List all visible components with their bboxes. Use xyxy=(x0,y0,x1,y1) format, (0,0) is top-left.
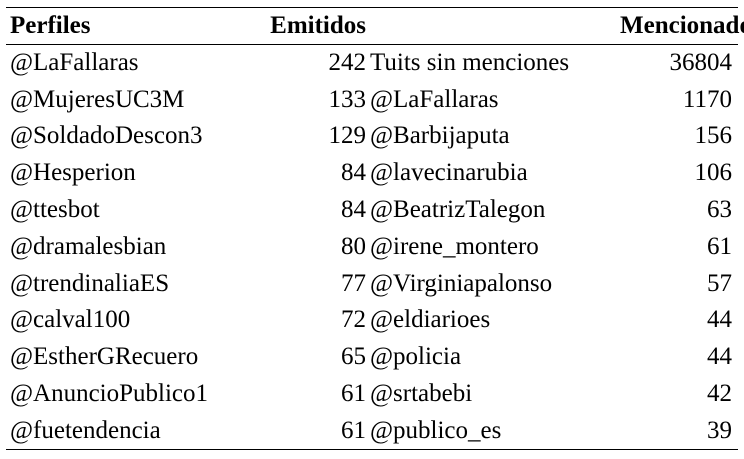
mencionado-cell: @Virginiapalonso xyxy=(370,269,553,297)
mencionado-cell: Tuits sin menciones xyxy=(370,49,570,77)
mencionado-cell: @srtabebi xyxy=(370,380,473,408)
header-mencionados: Mencionados xyxy=(618,8,744,45)
mencionado-count-cell: 57 xyxy=(707,269,732,297)
mencionado-count-cell: 156 xyxy=(694,122,733,150)
perfil-cell: @LaFallaras xyxy=(10,49,139,77)
mencionado-count-cell: 106 xyxy=(694,159,733,187)
emitidos-cell: 61 xyxy=(341,416,366,444)
mencionado-cell: @LaFallaras xyxy=(370,85,499,113)
mencionado-count-cell: 39 xyxy=(707,416,732,444)
perfil-cell: @Hesperion xyxy=(10,159,136,187)
header-spacer xyxy=(368,8,618,45)
mencionado-cell: @irene_montero xyxy=(370,232,539,260)
table-row: @LaFallaras 242 Tuits sin menciones 36804 xyxy=(6,44,738,81)
table-row: @Hesperion 84 @lavecinarubia 106 xyxy=(6,154,738,191)
table-row: @EstherGRecuero 65 @policia 44 xyxy=(6,338,738,375)
mencionado-count-cell: 44 xyxy=(707,343,732,371)
emitidos-cell: 61 xyxy=(341,380,366,408)
mencionado-count-cell: 42 xyxy=(707,380,732,408)
table-row: @calval100 72 @eldiarioes 44 xyxy=(6,302,738,339)
emitidos-cell: 84 xyxy=(341,196,366,224)
table-row: @ttesbot 84 @BeatrizTalegon 63 xyxy=(6,191,738,228)
mencionado-cell: @eldiarioes xyxy=(370,306,491,334)
mencionado-count-cell: 36804 xyxy=(669,49,733,77)
mencionado-cell: @publico_es xyxy=(370,416,502,444)
mencionado-count-cell: 1170 xyxy=(682,85,732,113)
table-row: @fuetendencia 61 @publico_es 39 xyxy=(6,412,738,449)
header-row: Perfiles Emitidos Mencionados xyxy=(6,8,744,45)
table-body: @LaFallaras 242 Tuits sin menciones 36804 @M… xyxy=(6,44,738,449)
mencionado-cell: @Barbijaputa xyxy=(370,122,510,150)
table-row: @MujeresUC3M 133 @LaFallaras 1170 xyxy=(6,81,738,118)
emitidos-cell: 65 xyxy=(341,343,366,371)
perfil-cell: @dramalesbian xyxy=(10,232,167,260)
mencionado-cell: @lavecinarubia xyxy=(370,159,528,187)
table-row: @trendinaliaES 77 @Virginiapalonso 57 xyxy=(6,265,738,302)
mencionado-cell: @BeatrizTalegon xyxy=(370,196,546,224)
perfil-cell: @MujeresUC3M xyxy=(10,85,185,113)
perfil-cell: @ttesbot xyxy=(10,196,100,224)
header-emitidos: Emitidos xyxy=(248,8,368,45)
table-row: @AnuncioPublico1 61 @srtabebi 42 xyxy=(6,375,738,412)
emitidos-cell: 129 xyxy=(328,122,367,150)
table-row: @dramalesbian 80 @irene_montero 61 xyxy=(6,228,738,265)
emitidos-cell: 72 xyxy=(341,306,366,334)
mencionado-cell: @policia xyxy=(370,343,462,371)
perfil-cell: @AnuncioPublico1 xyxy=(10,380,209,408)
table-header: Perfiles Emitidos Mencionados xyxy=(6,8,744,45)
data-table-frame: Perfiles Emitidos Mencionados @LaFallara… xyxy=(6,7,744,450)
emitidos-cell: 242 xyxy=(328,49,367,77)
mencionado-count-cell: 44 xyxy=(707,306,732,334)
perfil-cell: @EstherGRecuero xyxy=(10,343,199,371)
emitidos-cell: 133 xyxy=(328,85,367,113)
profiles-table: Perfiles Emitidos Mencionados @LaFallara… xyxy=(6,8,744,449)
perfil-cell: @calval100 xyxy=(10,306,131,334)
perfil-cell: @SoldadoDescon3 xyxy=(10,122,203,150)
emitidos-cell: 77 xyxy=(341,269,366,297)
emitidos-cell: 84 xyxy=(341,159,366,187)
table-row: @SoldadoDescon3 129 @Barbijaputa 156 xyxy=(6,118,738,155)
mencionado-count-cell: 63 xyxy=(707,196,732,224)
perfil-cell: @fuetendencia xyxy=(10,416,161,444)
header-perfiles: Perfiles xyxy=(6,8,248,45)
emitidos-cell: 80 xyxy=(341,232,366,260)
mencionado-count-cell: 61 xyxy=(707,232,732,260)
perfil-cell: @trendinaliaES xyxy=(10,269,170,297)
